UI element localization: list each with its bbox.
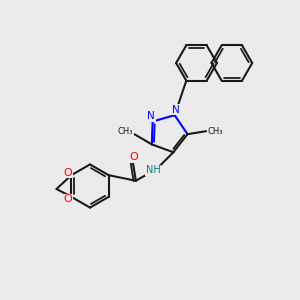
Text: CH₃: CH₃ [118,127,133,136]
Text: O: O [129,152,138,162]
Text: O: O [63,168,72,178]
Text: N: N [147,111,155,121]
Text: O: O [63,194,72,204]
Text: N: N [172,105,180,115]
Text: NH: NH [146,165,160,175]
Text: CH₃: CH₃ [207,127,223,136]
